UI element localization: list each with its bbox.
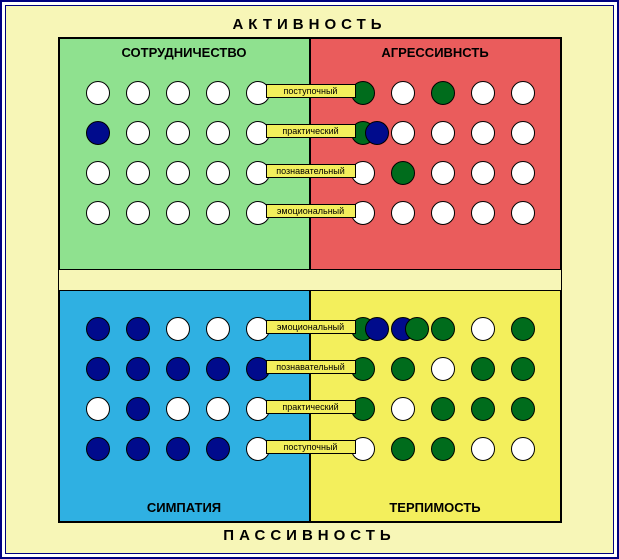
data-circle bbox=[471, 397, 495, 421]
data-circle bbox=[166, 201, 190, 225]
row-label: поступочный bbox=[266, 440, 356, 454]
quadrant-title: АГРЕССИВНСТЬ bbox=[311, 45, 560, 60]
quadrant-title: ТЕРПИМОСТЬ bbox=[311, 500, 560, 515]
data-circle bbox=[166, 397, 190, 421]
row-label: эмоциональный bbox=[266, 204, 356, 218]
data-circle bbox=[126, 81, 150, 105]
data-circle bbox=[471, 121, 495, 145]
row-label: эмоциональный bbox=[266, 320, 356, 334]
data-circle bbox=[471, 357, 495, 381]
data-circle bbox=[391, 397, 415, 421]
data-circle bbox=[166, 437, 190, 461]
data-circle bbox=[126, 201, 150, 225]
data-circle bbox=[511, 357, 535, 381]
outer-frame: АКТИВНОСТЬ СОТРУДНИЧЕСТВО поступочный прак… bbox=[0, 0, 619, 559]
data-circle bbox=[431, 201, 455, 225]
quadrant-container: СОТРУДНИЧЕСТВО поступочный практический поз… bbox=[58, 37, 562, 523]
data-circle bbox=[431, 161, 455, 185]
data-circle bbox=[471, 317, 495, 341]
data-circle bbox=[86, 397, 110, 421]
data-circle bbox=[471, 161, 495, 185]
data-circle bbox=[431, 317, 455, 341]
data-circle bbox=[206, 357, 230, 381]
data-circle bbox=[431, 121, 455, 145]
data-circle bbox=[511, 121, 535, 145]
data-circle bbox=[206, 201, 230, 225]
data-circle bbox=[86, 201, 110, 225]
data-circle bbox=[166, 357, 190, 381]
quadrant-title: СИМПАТИЯ bbox=[60, 500, 309, 515]
data-circle bbox=[511, 437, 535, 461]
axis-bottom-label: ПАССИВНОСТЬ bbox=[24, 527, 595, 544]
data-circle bbox=[206, 437, 230, 461]
data-circle bbox=[206, 81, 230, 105]
data-circle bbox=[391, 121, 415, 145]
data-circle bbox=[391, 357, 415, 381]
data-circle bbox=[166, 121, 190, 145]
data-circle bbox=[511, 397, 535, 421]
data-circle bbox=[405, 317, 429, 341]
data-circle bbox=[206, 397, 230, 421]
data-circle bbox=[471, 437, 495, 461]
data-circle bbox=[86, 437, 110, 461]
data-circle bbox=[126, 161, 150, 185]
axis-top-label: АКТИВНОСТЬ bbox=[24, 16, 595, 33]
quadrant-title: СОТРУДНИЧЕСТВО bbox=[60, 45, 309, 60]
row-label: познавательный bbox=[266, 164, 356, 178]
data-circle bbox=[431, 81, 455, 105]
row-label: практический bbox=[266, 400, 356, 414]
data-circle bbox=[365, 121, 389, 145]
data-circle bbox=[126, 357, 150, 381]
top-half: СОТРУДНИЧЕСТВО поступочный практический поз… bbox=[59, 38, 561, 270]
mid-gap bbox=[59, 270, 561, 290]
bottom-half: СИМПАТИЯ эмоциональный познавательный практ… bbox=[59, 290, 561, 522]
data-circle bbox=[126, 121, 150, 145]
data-circle bbox=[86, 317, 110, 341]
data-circle bbox=[86, 161, 110, 185]
row-label: практический bbox=[266, 124, 356, 138]
data-circle bbox=[511, 201, 535, 225]
data-circle bbox=[431, 357, 455, 381]
row-label: познавательный bbox=[266, 360, 356, 374]
data-circle bbox=[391, 161, 415, 185]
data-circle bbox=[86, 357, 110, 381]
data-circle bbox=[206, 317, 230, 341]
data-circle bbox=[126, 317, 150, 341]
data-circle bbox=[391, 201, 415, 225]
data-circle bbox=[511, 161, 535, 185]
quadrant-cooperation: СОТРУДНИЧЕСТВОпоступочныйпрактическийпоз… bbox=[59, 38, 310, 270]
data-circle bbox=[86, 121, 110, 145]
data-circle bbox=[471, 81, 495, 105]
data-circle bbox=[206, 161, 230, 185]
data-circle bbox=[126, 437, 150, 461]
data-circle bbox=[166, 317, 190, 341]
data-circle bbox=[206, 121, 230, 145]
data-circle bbox=[166, 81, 190, 105]
quadrant-aggression: АГРЕССИВНСТЬ bbox=[310, 38, 561, 270]
data-circle bbox=[86, 81, 110, 105]
canvas: АКТИВНОСТЬ СОТРУДНИЧЕСТВО поступочный прак… bbox=[5, 5, 614, 554]
quadrant-sympathy: СИМПАТИЯэмоциональныйпознавательныйпракт… bbox=[59, 290, 310, 522]
row-label: поступочный bbox=[266, 84, 356, 98]
data-circle bbox=[471, 201, 495, 225]
data-circle bbox=[431, 437, 455, 461]
data-circle bbox=[511, 81, 535, 105]
data-circle bbox=[391, 81, 415, 105]
data-circle bbox=[391, 437, 415, 461]
data-circle bbox=[431, 397, 455, 421]
data-circle bbox=[511, 317, 535, 341]
data-circle bbox=[126, 397, 150, 421]
data-circle bbox=[365, 317, 389, 341]
data-circle bbox=[166, 161, 190, 185]
